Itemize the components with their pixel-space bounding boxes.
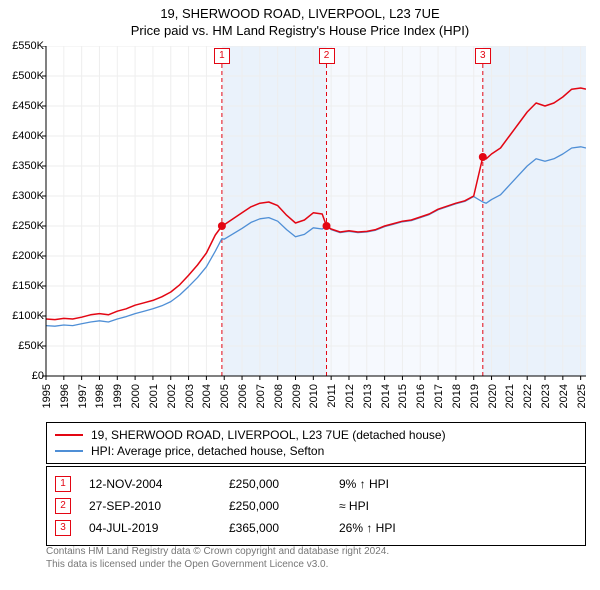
page: 19, SHERWOOD ROAD, LIVERPOOL, L23 7UE Pr… (0, 0, 600, 590)
chart-svg (41, 46, 586, 381)
x-tick-label: 2012 (344, 384, 356, 408)
x-tick-label: 2014 (380, 384, 392, 408)
x-tick-label: 1999 (112, 384, 124, 408)
legend-row-property: 19, SHERWOOD ROAD, LIVERPOOL, L23 7UE (d… (55, 427, 577, 443)
sale-price-2: £250,000 (229, 499, 339, 513)
x-tick-label: 2009 (291, 384, 303, 408)
x-tick-label: 2017 (433, 384, 445, 408)
sale-price-1: £250,000 (229, 477, 339, 491)
x-tick-label: 2000 (130, 384, 142, 408)
sales-table: 1 12-NOV-2004 £250,000 9% ↑ HPI 2 27-SEP… (46, 466, 586, 546)
x-tick-label: 2025 (576, 384, 588, 408)
chart-titles: 19, SHERWOOD ROAD, LIVERPOOL, L23 7UE Pr… (0, 0, 600, 40)
x-tick-label: 2003 (184, 384, 196, 408)
y-tick-label: £50K (4, 340, 44, 352)
x-tick-label: 2015 (397, 384, 409, 408)
sale-price-3: £365,000 (229, 521, 339, 535)
title-line1: 19, SHERWOOD ROAD, LIVERPOOL, L23 7UE (0, 6, 600, 23)
chart-marker-2: 2 (319, 48, 335, 64)
footer-line1: Contains HM Land Registry data © Crown c… (46, 546, 586, 559)
sale-date-2: 27-SEP-2010 (89, 499, 229, 513)
y-tick-label: £550K (4, 40, 44, 52)
sale-delta-1: 9% ↑ HPI (339, 477, 577, 491)
title-line2: Price paid vs. HM Land Registry's House … (0, 23, 600, 40)
x-tick-label: 2013 (362, 384, 374, 408)
legend-label-property: 19, SHERWOOD ROAD, LIVERPOOL, L23 7UE (d… (91, 428, 446, 442)
sale-row-2: 2 27-SEP-2010 £250,000 ≈ HPI (55, 495, 577, 517)
y-tick-label: £200K (4, 250, 44, 262)
x-tick-label: 2005 (219, 384, 231, 408)
sale-marker-1: 1 (55, 476, 71, 492)
x-tick-label: 2023 (540, 384, 552, 408)
x-tick-label: 2004 (201, 384, 213, 408)
x-tick-label: 2006 (237, 384, 249, 408)
sale-row-1: 1 12-NOV-2004 £250,000 9% ↑ HPI (55, 473, 577, 495)
x-tick-label: 2002 (166, 384, 178, 408)
x-tick-label: 1998 (94, 384, 106, 408)
sale-delta-3: 26% ↑ HPI (339, 521, 577, 535)
sale-row-3: 3 04-JUL-2019 £365,000 26% ↑ HPI (55, 517, 577, 539)
x-tick-label: 2024 (558, 384, 570, 408)
sale-date-1: 12-NOV-2004 (89, 477, 229, 491)
x-tick-label: 2022 (522, 384, 534, 408)
x-tick-label: 2010 (308, 384, 320, 408)
x-tick-label: 1995 (41, 384, 53, 408)
legend-swatch-hpi (55, 450, 83, 452)
x-tick-label: 2021 (504, 384, 516, 408)
chart-marker-1: 1 (214, 48, 230, 64)
legend-row-hpi: HPI: Average price, detached house, Seft… (55, 443, 577, 459)
x-tick-label: 1996 (59, 384, 71, 408)
y-tick-label: £250K (4, 220, 44, 232)
chart-area (46, 46, 586, 376)
y-tick-label: £100K (4, 310, 44, 322)
sale-delta-2: ≈ HPI (339, 499, 577, 513)
y-tick-label: £350K (4, 160, 44, 172)
legend-swatch-property (55, 434, 83, 436)
y-tick-label: £400K (4, 130, 44, 142)
sale-date-3: 04-JUL-2019 (89, 521, 229, 535)
legend: 19, SHERWOOD ROAD, LIVERPOOL, L23 7UE (d… (46, 422, 586, 464)
y-tick-label: £450K (4, 100, 44, 112)
footer: Contains HM Land Registry data © Crown c… (46, 546, 586, 571)
x-tick-label: 2020 (487, 384, 499, 408)
x-tick-label: 2019 (469, 384, 481, 408)
y-tick-label: £500K (4, 70, 44, 82)
y-tick-label: £150K (4, 280, 44, 292)
chart-marker-3: 3 (475, 48, 491, 64)
x-tick-label: 2018 (451, 384, 463, 408)
x-tick-label: 2007 (255, 384, 267, 408)
sale-marker-2: 2 (55, 498, 71, 514)
legend-label-hpi: HPI: Average price, detached house, Seft… (91, 444, 324, 458)
x-tick-label: 2011 (326, 384, 338, 408)
x-tick-label: 2001 (148, 384, 160, 408)
y-tick-label: £0 (4, 370, 44, 382)
y-tick-label: £300K (4, 190, 44, 202)
x-tick-label: 1997 (77, 384, 89, 408)
x-tick-label: 2008 (273, 384, 285, 408)
x-tick-label: 2016 (415, 384, 427, 408)
sale-marker-3: 3 (55, 520, 71, 536)
footer-line2: This data is licensed under the Open Gov… (46, 559, 586, 572)
